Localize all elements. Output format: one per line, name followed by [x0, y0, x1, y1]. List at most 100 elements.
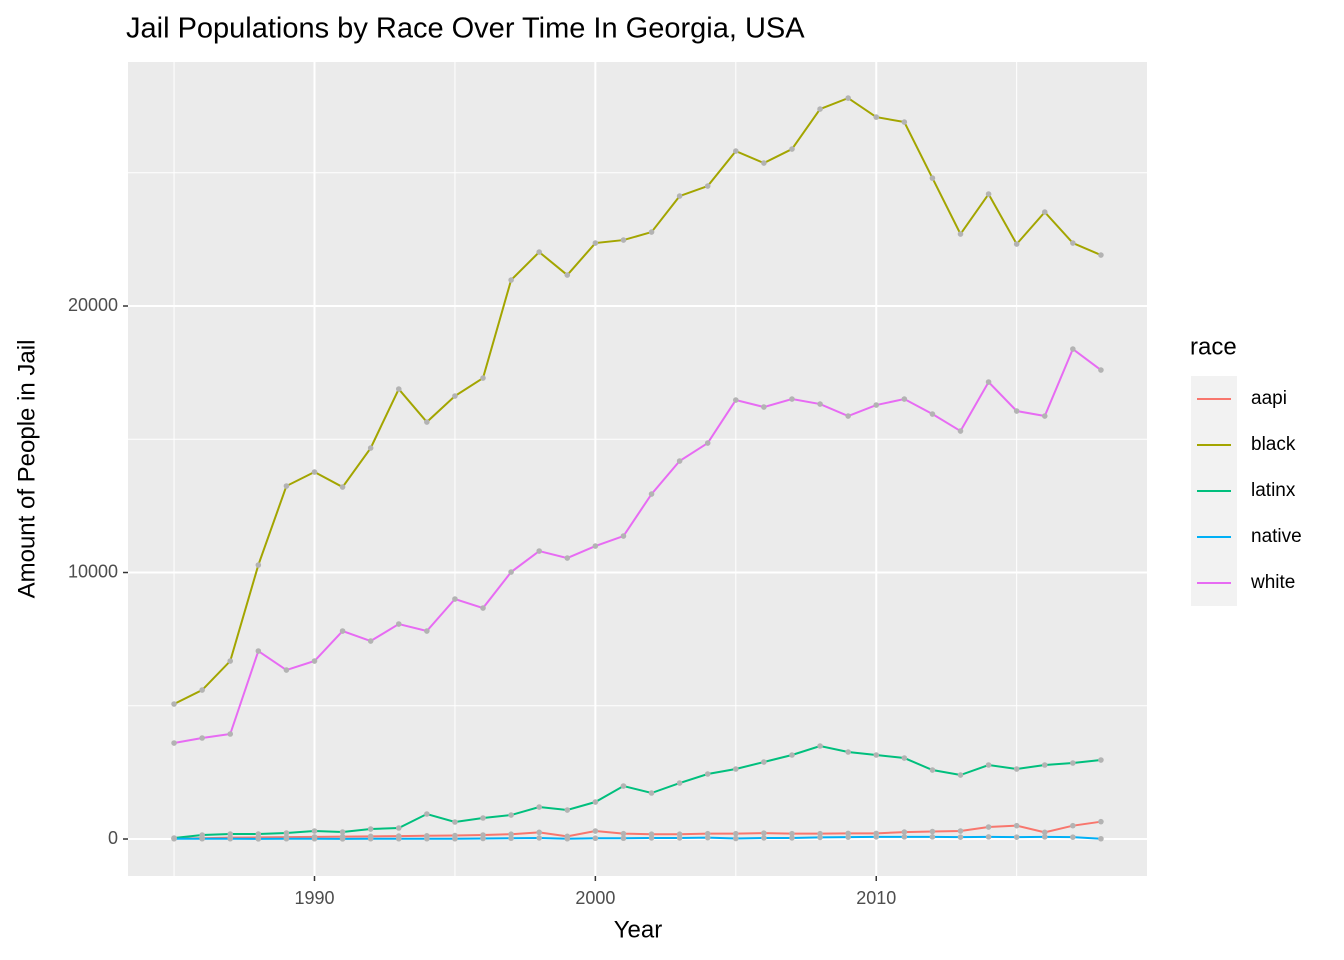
data-point — [171, 701, 177, 707]
data-point — [985, 834, 992, 840]
legend-label: black — [1251, 434, 1296, 455]
data-point — [508, 569, 514, 575]
data-point — [901, 829, 908, 835]
data-point — [901, 396, 908, 402]
data-point — [171, 740, 177, 746]
data-point — [283, 830, 290, 836]
data-point — [929, 767, 936, 773]
data-point — [733, 397, 739, 403]
data-point — [424, 811, 430, 817]
chart-title: Jail Populations by Race Over Time In Ge… — [126, 13, 805, 45]
data-point — [789, 752, 795, 758]
y-tick-label: 10000 — [68, 561, 118, 581]
data-point — [339, 836, 346, 842]
data-point — [339, 484, 346, 490]
data-point — [395, 621, 402, 627]
data-point — [704, 440, 711, 446]
data-point — [480, 815, 486, 821]
data-point — [339, 628, 346, 634]
data-point — [1098, 835, 1104, 842]
data-point — [1098, 757, 1104, 763]
data-point — [761, 404, 767, 410]
data-point — [480, 835, 486, 842]
series-line — [174, 820, 1102, 840]
data-point — [592, 835, 599, 842]
data-point — [957, 834, 964, 840]
data-point — [564, 835, 571, 842]
data-point — [564, 807, 571, 813]
data-point — [1070, 346, 1076, 352]
data-point — [1041, 834, 1048, 840]
data-point — [789, 146, 795, 152]
data-point — [564, 555, 571, 561]
data-point — [480, 375, 486, 381]
data-point — [1013, 241, 1020, 247]
data-point — [1098, 818, 1104, 825]
panel — [128, 62, 1147, 876]
data-point — [704, 834, 711, 841]
data-point — [733, 148, 739, 154]
data-point — [985, 762, 992, 768]
data-point — [367, 826, 374, 832]
data-point — [929, 411, 936, 417]
data-point — [648, 790, 655, 796]
y-axis-label: Amount of People in Jail — [13, 340, 40, 599]
series-line — [173, 96, 1102, 705]
data-point — [339, 829, 346, 835]
data-point — [1013, 834, 1020, 840]
data-point — [367, 638, 374, 644]
data-point — [452, 596, 458, 602]
data-point — [592, 799, 599, 805]
data-point — [255, 648, 262, 654]
data-point — [199, 735, 205, 741]
data-point — [311, 469, 318, 475]
data-point — [676, 835, 683, 841]
y-tick-label: 20000 — [68, 295, 118, 315]
data-point — [395, 386, 402, 392]
y-tick-label: 0 — [108, 828, 118, 848]
data-point — [873, 834, 880, 840]
series-line — [173, 744, 1102, 839]
data-point — [1070, 760, 1076, 766]
data-point — [929, 834, 936, 840]
data-point — [648, 491, 655, 497]
data-point — [480, 605, 486, 611]
data-point — [957, 772, 964, 778]
data-point — [1013, 408, 1020, 414]
data-point — [452, 819, 458, 825]
data-point — [957, 231, 964, 237]
data-point — [845, 95, 851, 101]
data-point — [761, 160, 767, 166]
data-point — [676, 780, 683, 786]
data-point — [733, 835, 739, 842]
data-point — [1070, 240, 1076, 246]
data-point — [227, 658, 234, 664]
data-point — [733, 830, 739, 837]
x-tick-label: 2000 — [575, 888, 615, 908]
data-point — [311, 828, 318, 834]
data-point — [395, 835, 402, 842]
data-point — [957, 428, 964, 434]
data-point — [592, 828, 599, 834]
data-point — [704, 771, 711, 777]
data-point — [508, 835, 514, 842]
data-point — [199, 687, 205, 693]
data-point — [1013, 822, 1020, 829]
data-point — [367, 835, 374, 842]
legend-label: native — [1251, 526, 1302, 547]
data-point — [227, 835, 234, 842]
data-point — [761, 835, 767, 841]
data-point — [255, 836, 262, 842]
data-point — [817, 743, 823, 749]
data-point — [255, 562, 262, 568]
data-point — [648, 835, 655, 841]
data-point — [620, 830, 627, 837]
data-point — [873, 114, 880, 120]
data-point — [789, 835, 795, 841]
data-point — [1041, 209, 1048, 215]
data-point — [283, 667, 290, 673]
data-point — [311, 658, 318, 664]
data-point — [508, 812, 514, 818]
data-point — [845, 413, 851, 419]
data-point — [817, 401, 823, 407]
